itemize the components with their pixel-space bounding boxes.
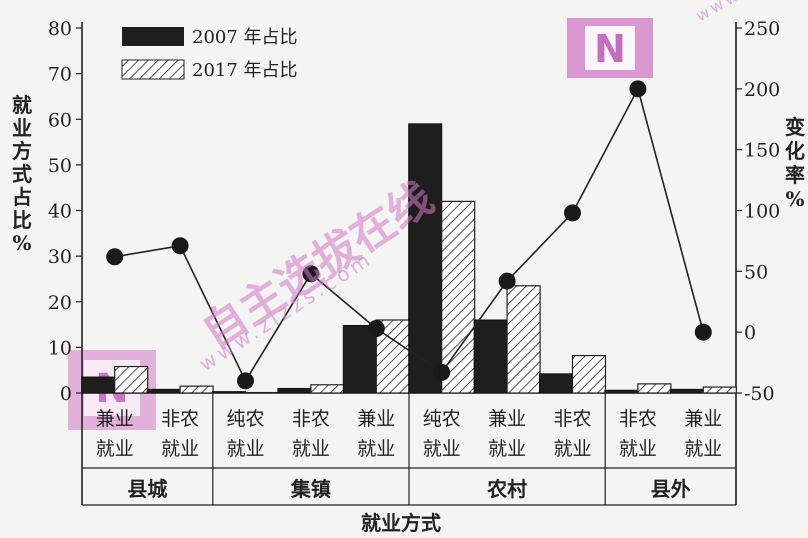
change-rate-point	[433, 363, 451, 381]
group-label: 农村	[486, 477, 527, 501]
right-tick-label: 150	[744, 140, 780, 162]
watermark-logo-top: N	[567, 18, 653, 78]
category-label-line1: 纯农	[226, 408, 264, 430]
category-label-line1: 非农	[292, 408, 330, 430]
category-label-line2: 就业	[161, 438, 199, 460]
category-label-line1: 兼业	[357, 408, 395, 430]
category-label-line1: 非农	[553, 408, 591, 430]
group-label: 县外	[651, 477, 691, 501]
x-axis-title: 就业方式	[361, 511, 441, 535]
right-tick-label: 250	[744, 18, 780, 40]
group-label: 集镇	[290, 477, 331, 501]
category-label-line2: 就业	[619, 438, 657, 460]
change-rate-point	[498, 272, 516, 290]
change-rate-point	[367, 320, 385, 338]
change-rate-point	[171, 237, 189, 255]
legend-label-2017: 2017 年占比	[192, 60, 298, 81]
change-rate-point	[629, 80, 647, 98]
y-axis-title-char: 比	[12, 208, 32, 232]
change-rate-point	[564, 204, 581, 222]
left-tick-label: 0	[60, 383, 72, 405]
bar-2007	[277, 387, 312, 394]
bars-layer	[81, 123, 737, 394]
category-label-line1: 非农	[161, 408, 199, 430]
group-label: 县城	[127, 477, 167, 501]
left-tick-label: 20	[48, 292, 72, 314]
change-rate-point	[237, 372, 254, 390]
legend-swatch-2007	[122, 27, 184, 46]
bar-2017	[506, 285, 541, 394]
y-axis-title-char: 式	[12, 162, 32, 186]
bar-2007	[604, 389, 639, 394]
category-label-line1: 兼业	[96, 408, 134, 430]
category-label-line2: 就业	[488, 438, 526, 460]
right-tick-label: -50	[744, 383, 775, 405]
right-tick-label: 100	[744, 201, 780, 223]
svg-text:N: N	[594, 27, 626, 71]
bar-2007	[669, 388, 704, 394]
change-rate-line	[114, 86, 705, 383]
category-label-line2: 就业	[292, 438, 330, 460]
bar-2007	[539, 373, 573, 394]
left-tick-label: 10	[48, 337, 72, 359]
bar-2017	[179, 385, 214, 394]
bar-2017	[637, 383, 672, 394]
right-tick-label: 200	[744, 79, 780, 101]
y2-axis-title-char: 率	[785, 163, 805, 187]
bar-2007	[342, 324, 377, 394]
y2-axis-title-char: 化	[785, 139, 805, 163]
right-tick-label: 0	[744, 322, 756, 344]
change-rate-point	[106, 248, 124, 266]
bar-2017	[702, 386, 737, 394]
left-tick-label: 50	[48, 155, 72, 177]
bar-2017	[310, 384, 345, 394]
legend-swatch-2017	[121, 59, 185, 80]
category-label-line1: 纯农	[423, 408, 461, 430]
change-rate-point	[694, 323, 712, 341]
y-axis-title-char: 占	[12, 185, 32, 209]
left-tick-label: 30	[48, 246, 72, 268]
category-label-line2: 就业	[423, 438, 461, 460]
bar-2017	[441, 200, 476, 394]
category-label-line2: 就业	[553, 438, 591, 460]
category-label-line1: 兼业	[488, 408, 526, 430]
bar-2017	[571, 354, 607, 394]
y-axis-title-char: 方	[12, 139, 32, 163]
legend-label-2007: 2007 年占比	[192, 27, 298, 48]
axes-text-layer: 01020304050607080-50050100150200250兼业就业非…	[12, 18, 805, 535]
left-tick-label: 40	[48, 201, 72, 223]
legend: 2007 年占比 2017 年占比	[121, 27, 298, 81]
left-tick-label: 60	[48, 109, 72, 131]
bar-2007	[146, 388, 181, 394]
y-axis-title-char: 业	[12, 116, 32, 140]
bar-2007	[473, 319, 508, 394]
y-axis-title-char: %	[12, 231, 31, 255]
right-tick-label: 50	[744, 261, 768, 283]
y-axis-title-char: 就	[12, 93, 32, 117]
change-rate-line-layer	[106, 80, 712, 390]
change-rate-point	[302, 265, 320, 283]
left-tick-label: 70	[48, 64, 72, 86]
bar-2007	[81, 376, 116, 394]
bar-2007	[212, 391, 246, 394]
y2-axis-title-char: %	[785, 187, 804, 211]
category-label-line1: 非农	[619, 408, 657, 430]
bar-2017	[114, 365, 149, 394]
y2-axis-title-char: 变	[785, 115, 805, 139]
category-label-line2: 就业	[96, 438, 134, 460]
category-label-line2: 就业	[226, 438, 264, 460]
category-label-line1: 兼业	[684, 408, 722, 430]
left-tick-label: 80	[48, 18, 72, 40]
category-label-line2: 就业	[357, 438, 395, 460]
category-label-line2: 就业	[684, 438, 722, 460]
